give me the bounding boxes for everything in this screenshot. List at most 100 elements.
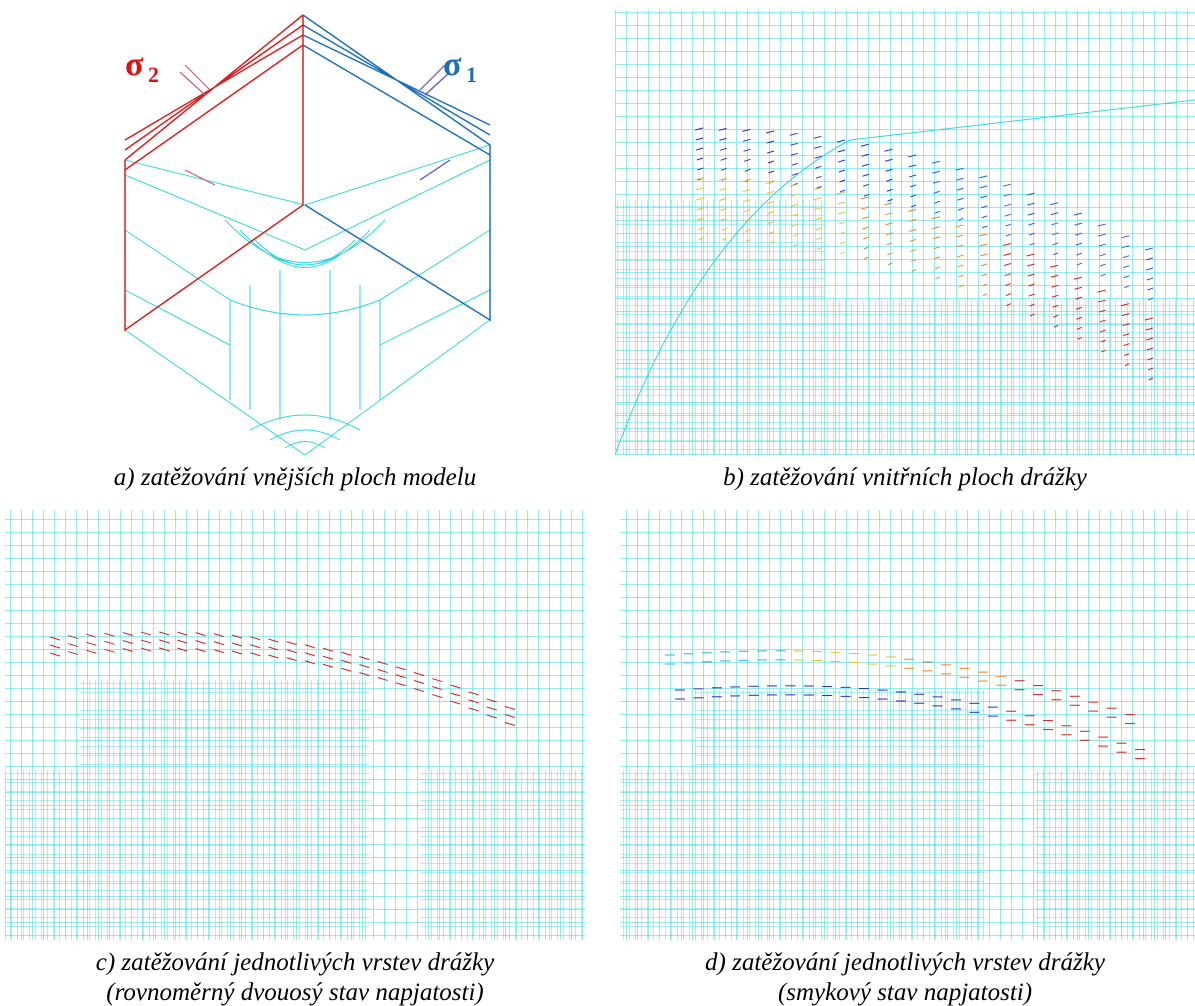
load-arrow <box>359 664 370 669</box>
load-arrow <box>931 160 940 164</box>
load-arrow <box>909 184 917 188</box>
load-arrow <box>745 229 751 233</box>
load-arrow <box>767 150 775 154</box>
load-arrow <box>933 246 940 250</box>
load-arrow <box>958 217 964 221</box>
load-arrow <box>1050 212 1059 216</box>
load-arrow <box>911 268 917 272</box>
load-arrow <box>1144 317 1154 321</box>
load-arrow <box>863 236 869 240</box>
load-arrow <box>1027 263 1035 267</box>
load-arrow <box>122 648 133 653</box>
load-arrow <box>1124 285 1130 289</box>
caption: (rovnoměrný dvouosý stav napjatosti) <box>106 979 483 1006</box>
load-arrow <box>159 647 170 652</box>
load-arrow <box>1074 222 1083 226</box>
load-arrow <box>742 179 751 183</box>
load-arrow <box>863 183 869 187</box>
load-arrow <box>1053 252 1059 256</box>
load-arrow <box>1098 233 1106 237</box>
load-arrow <box>1029 313 1035 317</box>
caption: (smykový stav napjatosti) <box>778 979 1032 1006</box>
sigma-subscript: 1 <box>466 62 477 87</box>
load-arrow <box>790 193 798 197</box>
load-arrow <box>908 218 917 222</box>
load-arrow <box>789 183 798 187</box>
load-arrow <box>486 706 497 711</box>
load-arrow <box>861 163 869 167</box>
load-arrow <box>1077 336 1083 340</box>
load-arrow <box>793 243 798 247</box>
load-arrow <box>816 247 822 251</box>
load-arrow <box>979 233 988 237</box>
load-arrow <box>769 241 775 244</box>
load-arrow <box>1027 212 1035 216</box>
load-arrow <box>860 196 869 200</box>
load-arrow <box>719 197 727 201</box>
load-arrow <box>195 640 206 645</box>
load-arrow <box>177 631 188 636</box>
load-arrow <box>933 190 940 194</box>
load-arrow <box>955 167 964 171</box>
load-arrow <box>68 635 79 640</box>
load-arrow <box>1050 274 1059 278</box>
load-arrow <box>981 215 988 219</box>
load-arrow <box>104 632 115 637</box>
load-arrow <box>1005 233 1012 237</box>
load-arrow <box>377 661 388 665</box>
load-arrow <box>1097 223 1106 227</box>
load-arrow <box>718 127 727 131</box>
load-arrow <box>980 263 988 267</box>
load-arrow <box>68 651 79 656</box>
load-arrow <box>862 226 869 230</box>
load-arrow <box>766 140 775 144</box>
load-arrow <box>413 671 425 676</box>
load-arrow <box>935 276 941 280</box>
load-arrow <box>887 252 893 256</box>
load-arrow <box>1146 337 1154 341</box>
load-arrow <box>413 687 425 692</box>
load-arrow <box>886 232 893 236</box>
load-arrow <box>860 143 869 147</box>
load-arrow <box>1003 193 1012 197</box>
load-arrow <box>744 209 751 213</box>
load-arrow <box>1099 329 1106 333</box>
panel-c <box>5 510 585 940</box>
load-arrow <box>958 284 964 288</box>
load-arrow <box>304 652 315 657</box>
load-arrow <box>1053 314 1059 318</box>
load-arrow <box>1002 183 1012 187</box>
load-arrow <box>743 148 751 152</box>
load-arrow <box>837 149 846 153</box>
load-arrow <box>839 241 846 245</box>
load-arrow <box>981 273 988 277</box>
load-arrow <box>838 221 846 225</box>
load-arrow <box>719 187 727 191</box>
load-arrow <box>1075 306 1083 310</box>
load-arrow <box>1073 276 1083 280</box>
load-arrow <box>1028 222 1035 226</box>
load-arrow <box>1123 343 1130 347</box>
load-arrow <box>934 200 941 204</box>
load-arrow <box>767 160 775 164</box>
load-arrow <box>1123 275 1130 279</box>
load-arrow <box>792 233 798 237</box>
load-arrow <box>1028 293 1035 297</box>
panel-d <box>620 510 1195 940</box>
load-arrow <box>1099 319 1106 323</box>
load-arrow <box>910 258 917 262</box>
load-arrow <box>791 223 798 227</box>
load-arrow <box>816 237 822 241</box>
load-arrow <box>934 210 941 214</box>
load-arrow <box>1052 304 1059 308</box>
load-arrow <box>910 204 917 208</box>
load-arrow <box>177 639 188 644</box>
load-arrow <box>1076 326 1083 330</box>
load-arrow <box>908 208 917 212</box>
load-arrow <box>122 640 133 645</box>
load-arrow <box>1146 267 1154 271</box>
load-arrow <box>322 663 334 668</box>
load-arrow <box>814 155 822 159</box>
load-arrow <box>468 691 479 696</box>
load-arrow <box>887 262 893 266</box>
